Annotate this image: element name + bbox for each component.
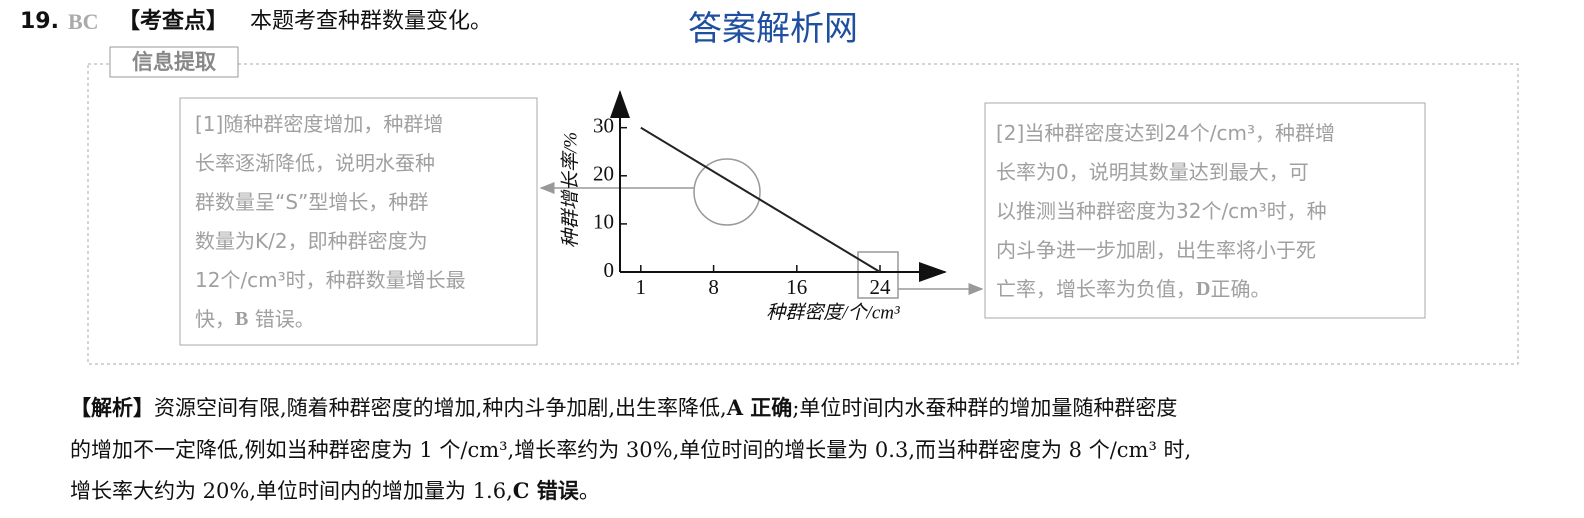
analysis-text: 资源空间有限,随着种群密度的增加,种内斗争加剧,出生率降低, xyxy=(154,396,727,420)
analysis-text: 的增加不一定降低,例如当种群密度为 1 个/cm³,增长率约为 30%,单位时间… xyxy=(70,438,1191,462)
note-text: 错误。 xyxy=(248,307,314,331)
analysis-text: ;单位时间内水蚕种群的增加量随种群密度 xyxy=(792,396,1177,420)
y-axis-title: 种群增长率/% xyxy=(559,132,581,248)
note-line: [1]随种群密度增加，种群增 xyxy=(195,112,443,136)
y-tick-label: 30 xyxy=(593,113,614,137)
note-text: 长率逐渐降低，说明水蚕种 xyxy=(195,151,435,175)
x-tick-label: 24 xyxy=(870,275,892,299)
box-title: 信息提取 xyxy=(132,50,216,74)
note-line: 长率逐渐降低，说明水蚕种 xyxy=(195,151,435,175)
note-text: 亡率，增长率为负值， xyxy=(996,277,1196,301)
note-text: [2]当种群密度达到24个/cm³，种群增 xyxy=(996,121,1335,145)
note-line: 数量为K/2，即种群密度为 xyxy=(195,229,428,253)
answer: BC xyxy=(68,9,99,34)
notes: [1]随种群密度增加，种群增长率逐渐降低，说明水蚕种群数量呈“S”型增长，种群数… xyxy=(195,112,1335,331)
note-text: [1]随种群密度增加，种群增 xyxy=(195,112,443,136)
analysis-line: 增长率大约为 20%,单位时间内的增加量为 1.6,C 错误。 xyxy=(70,478,600,503)
box-title-frame xyxy=(109,46,239,78)
note-text: 正确。 xyxy=(1210,277,1270,301)
note-text: 数量为K/2，即种群密度为 xyxy=(195,229,428,253)
highlight-square xyxy=(857,251,899,299)
analysis: 【解析】资源空间有限,随着种群密度的增加,种内斗争加剧,出生率降低,A 正确;单… xyxy=(70,395,1191,503)
note-text: 群数量呈“S”型增长，种群 xyxy=(195,190,428,214)
question-number: 19. xyxy=(20,9,59,34)
analysis-line: 的增加不一定降低,例如当种群密度为 1 个/cm³,增长率约为 30%,单位时间… xyxy=(70,438,1191,462)
x-axis-title: 种群密度/个/cm³ xyxy=(766,301,900,323)
note-text: 12个/cm³时，种群数量增长最 xyxy=(195,268,466,292)
note-line: [2]当种群密度达到24个/cm³，种群增 xyxy=(996,121,1335,145)
note-text: 以推测当种群密度为32个/cm³时，种 xyxy=(996,199,1327,223)
note-line: 亡率，增长率为负值，D正确。 xyxy=(996,277,1270,301)
note-bold: D xyxy=(1196,278,1210,300)
analysis-text: 增长率大约为 20%,单位时间内的增加量为 1.6, xyxy=(70,479,513,503)
note-text: 内斗争进一步加剧，出生率将小于死 xyxy=(996,238,1316,262)
x-tick-label: 8 xyxy=(708,275,719,299)
right-note-frame xyxy=(984,102,1426,319)
x-tick-label: 1 xyxy=(636,275,647,299)
note-line: 12个/cm³时，种群数量增长最 xyxy=(195,268,466,292)
note-text: 长率为0，说明其数量达到最大，可 xyxy=(996,160,1309,184)
watermark: 答案解析网 xyxy=(688,10,858,48)
data-line xyxy=(640,126,881,273)
analysis-bold: A 正确 xyxy=(726,395,793,420)
note-text: 快， xyxy=(195,307,235,331)
note-line: 快，B 错误。 xyxy=(195,307,315,331)
y-tick-label: 10 xyxy=(593,210,614,234)
note-line: 以推测当种群密度为32个/cm³时，种 xyxy=(996,199,1327,223)
info-box xyxy=(87,63,1519,365)
note-line: 内斗争进一步加剧，出生率将小于死 xyxy=(996,238,1316,262)
analysis-text: 。 xyxy=(579,479,600,503)
analysis-bold: 【解析】 xyxy=(70,395,154,420)
note-bold: B xyxy=(235,308,248,330)
header-text: 本题考查种群数量变化。 xyxy=(250,9,492,34)
left-note-frame xyxy=(179,97,538,346)
y-tick-label: 0 xyxy=(604,258,615,282)
highlight-circle xyxy=(693,158,761,226)
x-tick-label: 16 xyxy=(786,275,807,299)
note-line: 长率为0，说明其数量达到最大，可 xyxy=(996,160,1309,184)
y-tick-label: 20 xyxy=(593,162,614,186)
analysis-line: 【解析】资源空间有限,随着种群密度的增加,种内斗争加剧,出生率降低,A 正确;单… xyxy=(70,395,1177,420)
analysis-bold: C 错误 xyxy=(513,478,580,503)
tag: 【考查点】 xyxy=(118,8,228,34)
note-line: 群数量呈“S”型增长，种群 xyxy=(195,190,428,214)
